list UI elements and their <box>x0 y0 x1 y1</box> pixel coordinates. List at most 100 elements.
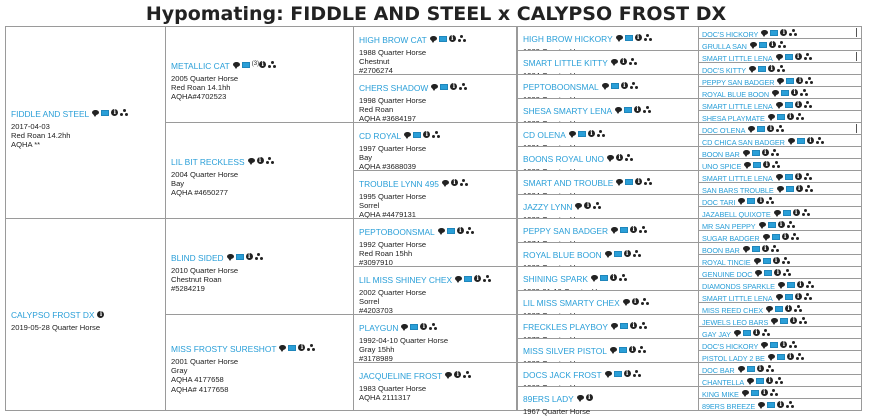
comment-icon[interactable] <box>441 180 449 188</box>
photo-icon[interactable] <box>446 227 455 234</box>
pedigree-tree-icon[interactable] <box>803 53 812 61</box>
info-icon[interactable]: i <box>623 250 631 258</box>
pedigree-tree-icon[interactable] <box>268 61 277 69</box>
horse-name-link[interactable]: SMART LITTLE LENA <box>702 54 773 63</box>
comment-icon[interactable] <box>772 90 780 98</box>
comment-icon[interactable] <box>404 132 412 140</box>
photo-icon[interactable] <box>742 329 751 336</box>
comment-icon[interactable] <box>445 372 453 380</box>
comment-icon[interactable] <box>226 254 234 262</box>
horse-name-link[interactable]: DOC TARI <box>702 198 736 207</box>
photo-icon[interactable] <box>785 185 794 192</box>
info-icon[interactable]: i <box>584 202 592 210</box>
pedigree-tree-icon[interactable] <box>783 269 792 277</box>
horse-name-link[interactable]: BLIND SIDED <box>171 252 224 263</box>
info-icon[interactable]: i <box>615 154 623 162</box>
pedigree-tree-icon[interactable] <box>766 197 775 205</box>
comment-icon[interactable] <box>787 138 795 146</box>
horse-name-link[interactable]: ROYAL TINCIE <box>702 258 751 267</box>
info-icon[interactable]: i <box>796 77 804 85</box>
pedigree-tree-icon[interactable] <box>632 370 641 378</box>
info-icon[interactable]: i <box>795 185 803 193</box>
photo-icon[interactable] <box>101 109 110 116</box>
horse-name-link[interactable]: SHINING SPARK <box>523 274 588 284</box>
pedigree-tree-icon[interactable] <box>429 323 438 331</box>
comment-icon[interactable] <box>437 228 445 236</box>
pedigree-tree-icon[interactable] <box>254 253 263 261</box>
comment-icon[interactable] <box>611 227 619 235</box>
comment-icon[interactable] <box>744 162 752 170</box>
horse-name-link[interactable]: GRULLA SAN <box>702 42 747 51</box>
pedigree-tree-icon[interactable] <box>639 226 648 234</box>
comment-icon[interactable] <box>773 210 781 218</box>
comment-icon[interactable] <box>247 158 255 166</box>
comment-icon[interactable] <box>738 198 746 206</box>
comment-icon[interactable] <box>777 78 785 86</box>
horse-name-link[interactable]: CALYPSO FROST DX <box>11 310 95 321</box>
horse-name-link[interactable]: ROYAL BLUE BOON <box>702 90 770 99</box>
comment-icon[interactable] <box>604 371 612 379</box>
info-icon[interactable]: i <box>259 61 267 69</box>
horse-name-link[interactable]: PISTOL LADY 2 BE <box>702 354 765 363</box>
horse-name-link[interactable]: JACQUELINE FROST <box>359 371 443 381</box>
comment-icon[interactable] <box>455 276 463 284</box>
photo-icon[interactable] <box>767 401 776 408</box>
horse-name-link[interactable]: TROUBLE LYNN 495 <box>359 179 439 189</box>
photo-icon[interactable] <box>757 125 766 132</box>
info-icon[interactable]: i <box>780 29 788 37</box>
info-icon[interactable]: i <box>796 281 804 289</box>
horse-name-link[interactable]: SMART LITTLE LENA <box>702 174 773 183</box>
pedigree-tree-icon[interactable] <box>432 131 441 139</box>
info-icon[interactable]: i <box>756 365 764 373</box>
horse-name-link[interactable]: DOC'S HICKORY <box>702 30 759 39</box>
horse-name-link[interactable]: PEPTOBOONSMAL <box>523 82 599 92</box>
info-icon[interactable]: i <box>794 53 802 61</box>
photo-icon[interactable] <box>781 89 790 96</box>
comment-icon[interactable] <box>758 222 766 230</box>
photo-icon[interactable] <box>577 130 586 137</box>
pedigree-tree-icon[interactable] <box>781 257 790 265</box>
pedigree-tree-icon[interactable] <box>640 298 649 306</box>
pedigree-tree-icon[interactable] <box>629 82 638 90</box>
horse-name-link[interactable]: SMART LITTLE KITTY <box>523 58 608 68</box>
pedigree-tree-icon[interactable] <box>643 34 652 42</box>
info-icon[interactable]: i <box>766 377 774 385</box>
pedigree-tree-icon[interactable] <box>593 202 602 210</box>
pedigree-tree-icon[interactable] <box>795 353 804 361</box>
info-icon[interactable]: i <box>757 197 765 205</box>
comment-icon[interactable] <box>762 234 770 242</box>
comment-icon[interactable] <box>431 84 439 92</box>
photo-icon[interactable] <box>782 209 791 216</box>
info-icon[interactable]: i <box>768 65 776 73</box>
comment-icon[interactable] <box>775 174 783 182</box>
pedigree-tree-icon[interactable] <box>777 65 786 73</box>
photo-icon[interactable] <box>241 61 250 68</box>
comment-icon[interactable] <box>776 186 784 194</box>
comment-icon[interactable] <box>766 306 774 314</box>
horse-name-link[interactable]: BOONS ROYAL UNO <box>523 154 604 164</box>
comment-icon[interactable] <box>429 36 437 44</box>
horse-name-link[interactable]: BOON BAR <box>702 246 740 255</box>
comment-icon[interactable] <box>616 179 624 187</box>
comment-icon[interactable] <box>591 275 598 283</box>
pedigree-tree-icon[interactable] <box>786 221 795 229</box>
pedigree-tree-icon[interactable] <box>775 377 784 385</box>
pedigree-tree-icon[interactable] <box>769 389 778 397</box>
comment-icon[interactable] <box>604 251 612 259</box>
info-icon[interactable]: i <box>790 317 798 325</box>
photo-icon[interactable] <box>413 131 422 138</box>
info-icon[interactable]: i <box>786 353 794 361</box>
photo-icon[interactable] <box>776 113 785 120</box>
comment-icon[interactable] <box>761 342 769 350</box>
horse-name-link[interactable]: CD OLENA <box>523 130 566 140</box>
pedigree-tree-icon[interactable] <box>120 109 129 117</box>
pedigree-tree-icon[interactable] <box>770 149 779 157</box>
comment-icon[interactable] <box>622 299 630 307</box>
info-icon[interactable]: i <box>761 245 769 253</box>
photo-icon[interactable] <box>758 65 767 72</box>
info-icon[interactable]: i <box>623 370 631 378</box>
comment-icon[interactable] <box>92 110 100 118</box>
info-icon[interactable]: i <box>791 89 799 97</box>
horse-name-link[interactable]: LIL BIT RECKLESS <box>171 156 245 167</box>
photo-icon[interactable] <box>746 365 755 372</box>
